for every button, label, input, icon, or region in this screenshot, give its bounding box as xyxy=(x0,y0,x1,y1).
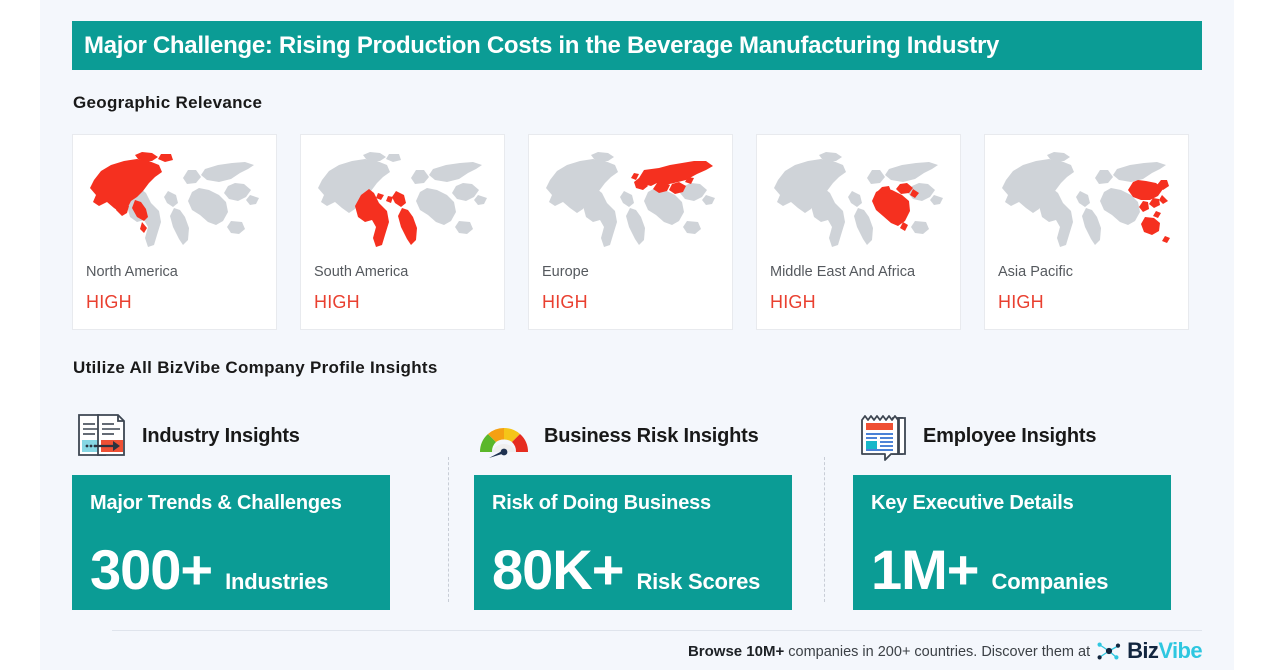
logo-text-biz: Biz xyxy=(1127,638,1159,663)
world-map-europe-highlighted-icon xyxy=(529,135,732,263)
insight-column-employee-insights: Employee Insights Key Executive Details … xyxy=(824,405,1200,610)
documents-transfer-icon xyxy=(74,408,130,464)
bizvibe-logo-text: BizVibe xyxy=(1127,638,1202,664)
insight-header: Industry Insights xyxy=(72,405,448,467)
stat-card-business-risk-insights: Risk of Doing Business 80K+ Risk Scores xyxy=(474,475,792,610)
insight-column-business-risk-insights: Business Risk Insights Risk of Doing Bus… xyxy=(448,405,824,610)
footer: Browse 10M+ companies in 200+ countries.… xyxy=(72,636,1203,666)
region-card-north-america[interactable]: North America HIGH xyxy=(72,134,277,330)
footer-text: Browse 10M+ companies in 200+ countries.… xyxy=(688,643,1090,660)
region-level-badge: HIGH xyxy=(86,291,132,312)
footer-browse-rest: companies in 200+ countries. Discover th… xyxy=(788,643,1091,660)
world-map-north-america-highlighted-icon xyxy=(73,135,276,263)
geographic-relevance-heading: Geographic Relevance xyxy=(73,93,263,112)
stat-card-industry-insights: Major Trends & Challenges 300+ Industrie… xyxy=(72,475,390,610)
region-name: Asia Pacific xyxy=(998,264,1073,280)
region-level-badge: HIGH xyxy=(542,291,588,312)
insight-title: Employee Insights xyxy=(923,424,1097,447)
stat-card-unit: Risk Scores xyxy=(636,569,761,594)
news-speech-bubble-icon xyxy=(855,408,911,464)
region-name: South America xyxy=(314,264,409,280)
region-level-badge: HIGH xyxy=(770,291,816,312)
insight-header: Employee Insights xyxy=(824,405,1200,467)
world-map-south-america-highlighted-icon xyxy=(301,135,504,263)
bizvibe-logo[interactable]: BizVibe xyxy=(1096,638,1203,664)
geographic-relevance-card-row: North America HIGH xyxy=(72,134,1202,330)
insight-title: Industry Insights xyxy=(142,424,300,447)
insight-header: Business Risk Insights xyxy=(448,405,824,467)
region-card-middle-east-and-africa[interactable]: Middle East And Africa HIGH xyxy=(756,134,961,330)
region-card-asia-pacific[interactable]: Asia Pacific HIGH xyxy=(984,134,1189,330)
stat-card-value-group: 300+ Industries xyxy=(90,542,328,598)
insights-row: Industry Insights Major Trends & Challen… xyxy=(72,405,1202,610)
stat-card-title: Key Executive Details xyxy=(871,492,1074,514)
region-name: North America xyxy=(86,264,178,280)
stat-card-value-group: 1M+ Companies xyxy=(871,542,1108,598)
risk-gauge-icon xyxy=(476,408,532,464)
stat-card-value: 300+ xyxy=(90,538,213,601)
footer-divider xyxy=(112,630,1202,631)
insight-column-industry-insights: Industry Insights Major Trends & Challen… xyxy=(72,405,448,610)
stat-card-unit: Companies xyxy=(991,569,1109,594)
stat-card-value: 1M+ xyxy=(871,538,979,601)
stat-card-employee-insights: Key Executive Details 1M+ Companies xyxy=(853,475,1171,610)
stat-card-unit: Industries xyxy=(225,569,329,594)
content-canvas: Major Challenge: Rising Production Costs… xyxy=(40,0,1234,670)
insights-heading: Utilize All BizVibe Company Profile Insi… xyxy=(73,358,438,377)
region-name: Middle East And Africa xyxy=(770,264,916,280)
logo-text-vibe: Vibe xyxy=(1158,638,1202,663)
header-banner: Major Challenge: Rising Production Costs… xyxy=(72,21,1202,70)
stat-card-value-group: 80K+ Risk Scores xyxy=(492,542,760,598)
stat-card-title: Major Trends & Challenges xyxy=(90,492,342,514)
bizvibe-network-icon xyxy=(1096,640,1122,662)
region-level-badge: HIGH xyxy=(314,291,360,312)
insight-title: Business Risk Insights xyxy=(544,424,759,447)
region-level-badge: HIGH xyxy=(998,291,1044,312)
world-map-middle-east-africa-highlighted-icon xyxy=(757,135,960,263)
region-card-europe[interactable]: Europe HIGH xyxy=(528,134,733,330)
region-card-south-america[interactable]: South America HIGH xyxy=(300,134,505,330)
stat-card-value: 80K+ xyxy=(492,538,624,601)
footer-browse-bold: Browse 10M+ xyxy=(687,642,785,660)
region-name: Europe xyxy=(542,264,589,280)
world-map-asia-pacific-highlighted-icon xyxy=(985,135,1188,263)
page-title: Major Challenge: Rising Production Costs… xyxy=(84,31,1000,59)
stat-card-title: Risk of Doing Business xyxy=(492,492,711,514)
